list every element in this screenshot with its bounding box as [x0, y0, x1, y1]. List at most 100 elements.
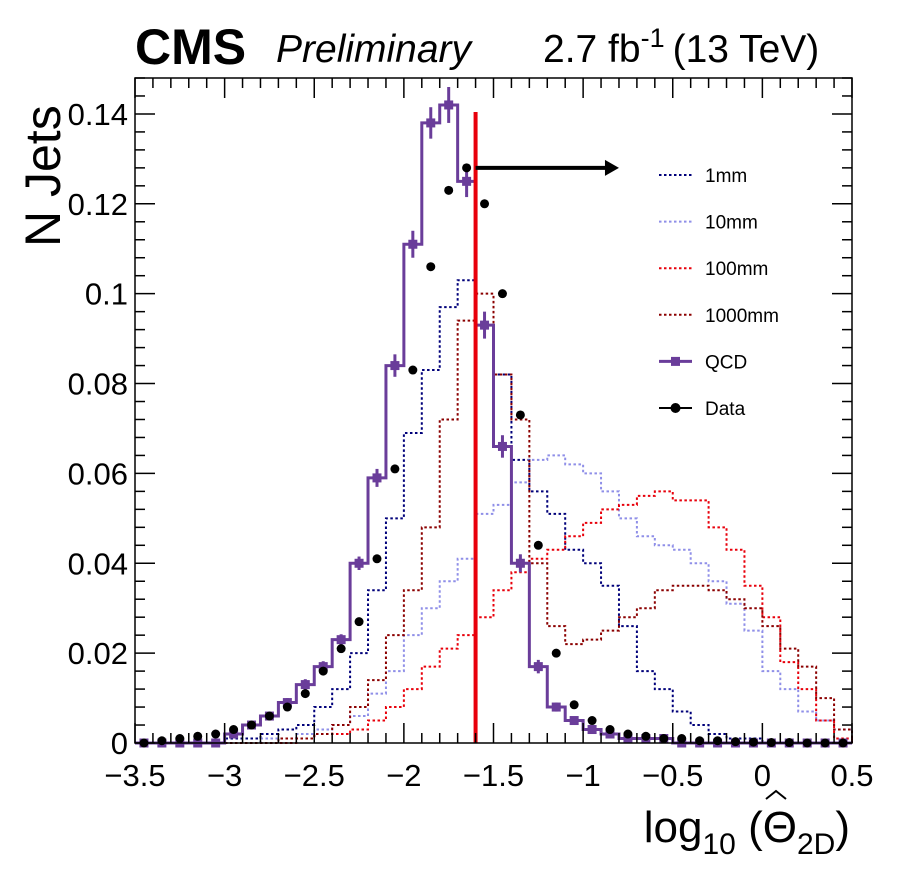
data-point [462, 176, 472, 186]
y-tick-label: 0.04 [68, 546, 128, 581]
data-point [480, 199, 490, 209]
x-axis-title: log10 (Θ2D) [644, 803, 850, 861]
legend-label: 1mm [705, 166, 747, 187]
luminosity-value: 2.7 fb [543, 28, 641, 71]
energy-label: (13 TeV) [673, 28, 820, 71]
data-point [515, 410, 525, 420]
x-tick-label: −1.5 [463, 758, 524, 793]
data-point [372, 473, 382, 483]
x-axis-title-symbol: Θ [763, 803, 797, 852]
y-tick-label: 0.1 [85, 277, 128, 312]
x-tick-label: −2 [386, 758, 421, 793]
data-point [569, 700, 579, 710]
data-point [569, 716, 579, 726]
data-point [677, 734, 687, 744]
x-axis-title-symbol-subscript: 2D [797, 828, 835, 861]
x-tick-label: −3 [207, 758, 242, 793]
legend-marker [670, 403, 681, 413]
luminosity-exponent: -1 [641, 23, 665, 53]
legend-entry-qcd: QCD [659, 352, 747, 373]
legend-label: 10mm [705, 213, 758, 234]
x-tick-label: −0.5 [642, 758, 703, 793]
data-point [480, 320, 490, 330]
x-axis-title-base-subscript: 10 [702, 828, 735, 861]
data-point [264, 711, 274, 721]
data-point [641, 731, 651, 741]
x-axis-title-close: ) [835, 803, 850, 852]
data-point [193, 731, 203, 741]
legend-entry-100mm: 100mm [659, 259, 768, 280]
data-point [587, 725, 597, 735]
data-point [605, 725, 615, 735]
x-axis-title-open: ( [736, 803, 763, 852]
y-tick-label: 0.12 [68, 187, 128, 222]
legend-label: 100mm [705, 259, 768, 280]
legend-label: 1000mm [705, 306, 779, 327]
data-point [587, 716, 597, 726]
data-point [390, 361, 400, 371]
data-point [390, 464, 400, 474]
y-tick-label: 0.14 [68, 97, 128, 132]
data-point [157, 736, 167, 746]
x-tick-label: 0 [754, 758, 771, 793]
data-point [623, 729, 633, 739]
data-point [354, 617, 364, 627]
experiment-label: CMS [135, 19, 246, 75]
y-tick-label: 0 [111, 726, 128, 761]
data-point [229, 725, 239, 735]
data-point [444, 185, 454, 195]
data-point [408, 239, 418, 249]
status-label: Preliminary [276, 28, 474, 71]
legend-marker [671, 356, 680, 366]
legend-entry-1mm: 1mm [659, 166, 747, 187]
luminosity-label: 2.7 fb-1 (13 TeV) [543, 23, 819, 71]
data-point [408, 365, 418, 375]
data-point [336, 635, 346, 645]
y-tick-label: 0.08 [68, 367, 128, 402]
data-point [730, 737, 740, 747]
legend-entry-10mm: 10mm [659, 213, 758, 234]
y-axis-title: N Jets [15, 105, 71, 247]
data-point [372, 554, 382, 564]
arrow-head-icon [604, 159, 619, 176]
y-tick-label: 0.06 [68, 456, 128, 491]
data-point [282, 702, 292, 712]
data-point [533, 540, 543, 550]
data-point [300, 680, 310, 690]
data-point [336, 644, 346, 654]
data-point [354, 558, 364, 568]
data-point [695, 736, 705, 746]
data-point [175, 734, 185, 744]
x-tick-label: −1 [565, 758, 600, 793]
data-point [444, 100, 454, 110]
legend-entry-data: Data [659, 399, 746, 420]
hat-accent-icon [765, 789, 787, 800]
data-point [211, 729, 221, 739]
legend-entry-1000mm: 1000mm [659, 306, 779, 327]
data-point [515, 558, 525, 568]
legend: 1mm 10mm 100mm 1000mm QCD Data [659, 166, 779, 420]
data-point [551, 702, 561, 712]
data-point [318, 666, 328, 676]
data-point [748, 737, 758, 747]
data-point [497, 441, 507, 451]
data-point [659, 734, 669, 744]
axes: −3.5 −3 −2.5 −2 −1.5 −1 −0.5 0 0.5 0 0.02 0.04 0.06 0… [68, 77, 874, 793]
data-point [300, 689, 310, 699]
y-tick-label: 0.02 [68, 636, 128, 671]
x-tick-label: −3.5 [104, 758, 165, 793]
x-tick-label: −2.5 [284, 758, 345, 793]
data-point [426, 262, 436, 272]
data-point [551, 648, 561, 658]
data-point [497, 289, 507, 299]
legend-label: Data [705, 399, 746, 420]
data-point [713, 736, 723, 746]
legend-label: QCD [705, 352, 747, 373]
data-point [533, 662, 543, 672]
data-point [462, 163, 472, 173]
data-point [247, 720, 257, 730]
x-axis-title-base: log [644, 803, 703, 852]
data-point [426, 118, 436, 128]
